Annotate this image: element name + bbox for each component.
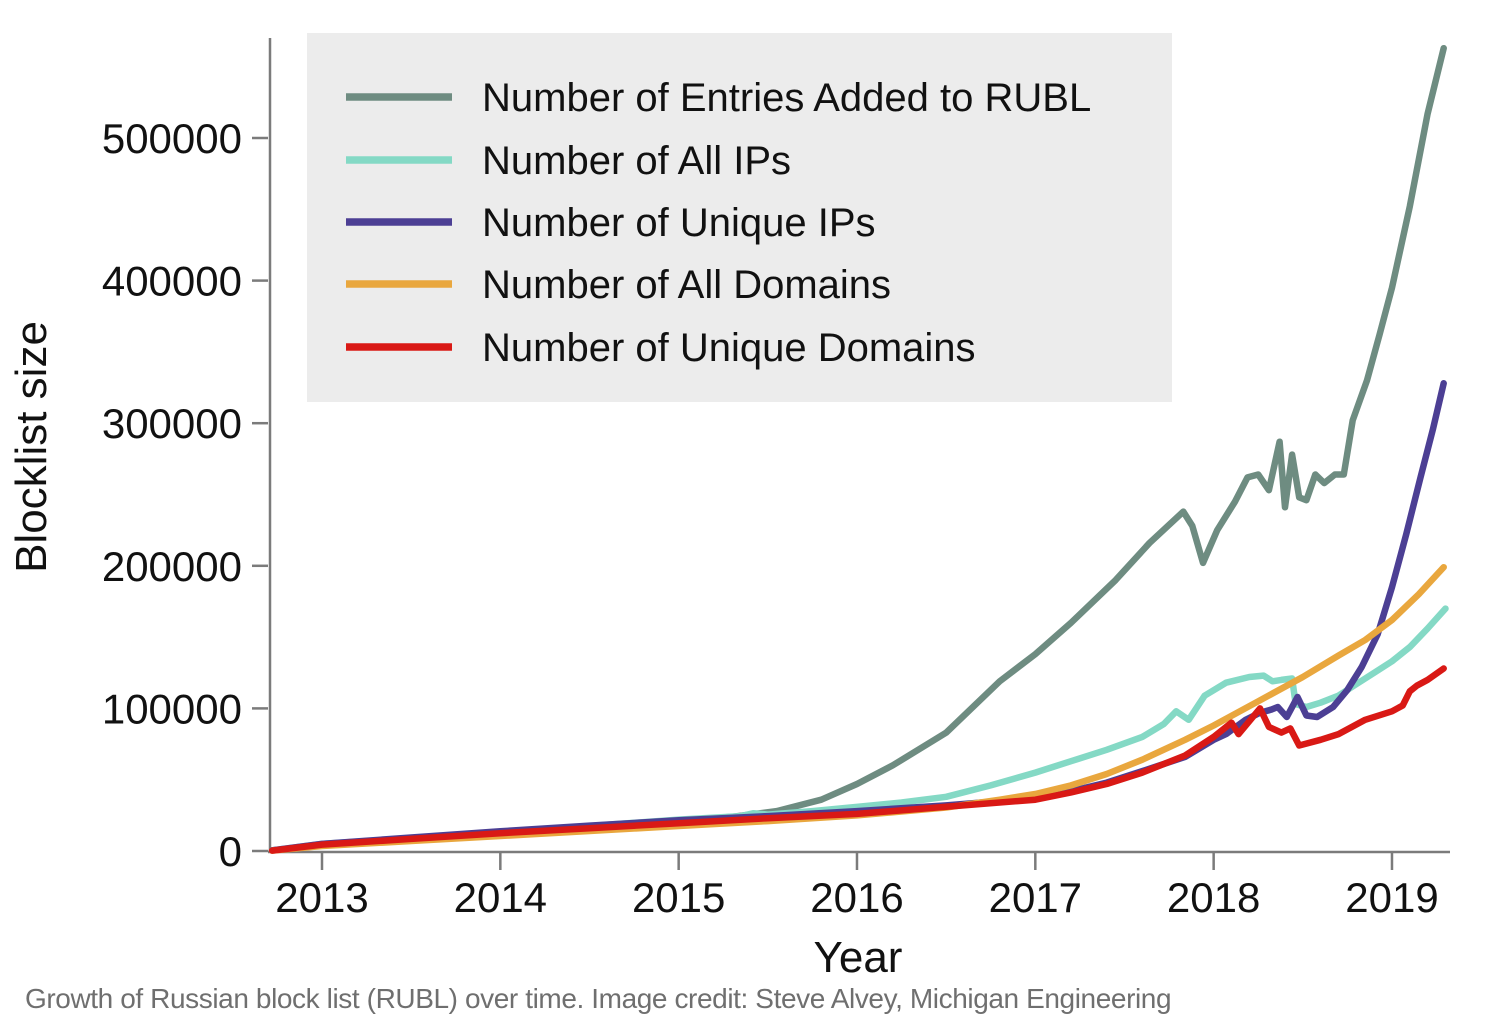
legend-item: Number of All IPs: [346, 139, 791, 183]
legend-label: Number of Entries Added to RUBL: [482, 76, 1091, 120]
y-tick-label: 500000: [102, 115, 242, 162]
x-tick-label: 2014: [454, 874, 547, 921]
x-axis-title: Year: [814, 933, 903, 982]
x-axis-ticks: 2013 2014 2015 2016 2017 2018 2019: [275, 852, 1439, 921]
legend: Number of Entries Added to RUBL Number o…: [307, 33, 1172, 402]
y-axis-title: Blocklist size: [7, 321, 56, 573]
y-tick-label: 400000: [102, 258, 242, 305]
figure-caption: Growth of Russian block list (RUBL) over…: [25, 983, 1171, 1014]
series-line-4: [268, 665, 1447, 854]
x-tick-label: 2016: [810, 874, 903, 921]
legend-label: Number of All Domains: [482, 263, 891, 307]
y-tick-label: 100000: [102, 685, 242, 732]
x-tick-label: 2018: [1167, 874, 1260, 921]
x-tick-label: 2017: [989, 874, 1082, 921]
y-tick-label: 200000: [102, 543, 242, 590]
legend-label: Number of Unique Domains: [482, 326, 976, 370]
legend-item: Number of Unique IPs: [346, 201, 876, 245]
y-axis-ticks: 0 100000 200000 300000 400000 500000: [102, 115, 268, 875]
plot-area: [268, 44, 1449, 854]
legend-item: Number of Entries Added to RUBL: [346, 76, 1091, 120]
y-tick-label: 300000: [102, 400, 242, 447]
legend-label: Number of Unique IPs: [482, 201, 876, 245]
y-tick-label: 0: [219, 828, 242, 875]
legend-label: Number of All IPs: [482, 139, 791, 183]
x-tick-label: 2013: [275, 874, 368, 921]
legend-item: Number of Unique Domains: [346, 326, 976, 370]
x-tick-label: 2019: [1345, 874, 1438, 921]
legend-item: Number of All Domains: [346, 263, 891, 307]
x-tick-label: 2015: [632, 874, 725, 921]
